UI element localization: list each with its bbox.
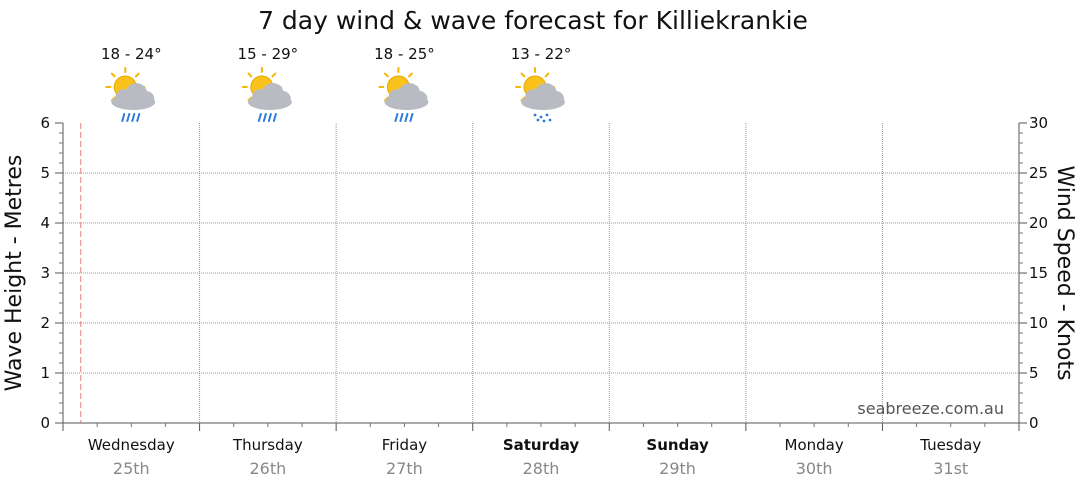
- sun-ray: [247, 72, 253, 78]
- cloud-puff: [411, 91, 428, 107]
- left-tick-label: 5: [40, 164, 50, 182]
- left-tick-label: 6: [40, 114, 50, 132]
- date-label: 25th: [113, 459, 150, 478]
- grid-lines: [63, 123, 1019, 423]
- rain-drop: [136, 113, 141, 122]
- day-label: Monday: [785, 436, 844, 454]
- rain-drop: [126, 113, 131, 122]
- drizzle-drop: [536, 118, 540, 122]
- date-label: 29th: [659, 459, 696, 478]
- right-tick-label: 30: [1029, 114, 1048, 132]
- sun-ray: [134, 72, 140, 78]
- day-label: Wednesday: [88, 436, 175, 454]
- rain-drop: [121, 113, 126, 122]
- sun-cloud-showers-icon: [515, 67, 565, 123]
- right-tick-label: 15: [1029, 264, 1048, 282]
- right-tick-label: 25: [1029, 164, 1048, 182]
- drizzle-drop: [533, 113, 537, 117]
- drizzle-drop: [542, 119, 546, 123]
- rain-drop: [262, 113, 267, 122]
- cloud-puff: [274, 91, 291, 107]
- chart-title: 7 day wind & wave forecast for Killiekra…: [258, 6, 808, 35]
- temperature-range: 15 - 29°: [238, 45, 299, 63]
- temperature-range: 13 - 22°: [511, 45, 572, 63]
- temperature-range: 18 - 24°: [101, 45, 162, 63]
- sun-ray: [544, 72, 550, 78]
- day-label: Thursday: [232, 436, 303, 454]
- left-axis: 0 1 2 3 4 5 6: [40, 114, 63, 432]
- right-axis: 0 5 10 15 20 25 30: [1019, 114, 1048, 432]
- date-label: 27th: [386, 459, 423, 478]
- temperature-range: 18 - 25°: [374, 45, 435, 63]
- sun-cloud-rain-icon: [241, 67, 292, 122]
- day-label: Saturday: [503, 436, 580, 454]
- rain-drop: [267, 113, 272, 122]
- cloud-puff: [138, 91, 155, 107]
- left-tick-label: 3: [40, 264, 50, 282]
- rain-drop: [394, 113, 399, 122]
- right-axis-title: Wind Speed - Knots: [1052, 165, 1077, 380]
- date-label: 28th: [523, 459, 560, 478]
- cloud-puff: [548, 91, 564, 107]
- date-label: 31st: [933, 459, 968, 478]
- date-label: 30th: [796, 459, 833, 478]
- x-axis: Wednesday 25th Thursday 26th Friday 27th Satur…: [62, 423, 1020, 478]
- sun-cloud-rain-icon: [105, 67, 156, 122]
- left-tick-label: 0: [40, 414, 50, 432]
- sun-ray: [383, 72, 389, 78]
- drizzle-drop: [548, 118, 552, 122]
- sun-ray: [110, 72, 116, 78]
- rain-drop: [404, 113, 409, 122]
- left-tick-label: 1: [40, 364, 50, 382]
- left-tick-label: 2: [40, 314, 50, 332]
- right-tick-label: 10: [1029, 314, 1048, 332]
- drizzle-drop: [539, 115, 543, 119]
- day-label: Sunday: [646, 436, 709, 454]
- rain-drop: [399, 113, 404, 122]
- rain-drop: [272, 113, 277, 122]
- drizzle-drop: [545, 113, 549, 117]
- sun-cloud-rain-icon: [378, 67, 429, 122]
- sun-ray: [408, 72, 413, 78]
- day-label: Tuesday: [919, 436, 981, 454]
- date-label: 26th: [249, 459, 286, 478]
- right-tick-label: 5: [1029, 364, 1039, 382]
- forecast-row: 18 - 24° 15 - 29° 18 - 25° 13 - 22°: [101, 45, 572, 123]
- rain-drop: [409, 113, 414, 122]
- left-tick-label: 4: [40, 214, 50, 232]
- sun-ray: [271, 72, 277, 78]
- rain-drop: [131, 113, 136, 122]
- sun-ray: [520, 72, 526, 78]
- rain-drop: [257, 113, 262, 122]
- watermark: seabreeze.com.au: [857, 399, 1004, 418]
- day-label: Friday: [382, 436, 428, 454]
- left-axis-title: Wave Height - Metres: [2, 155, 27, 392]
- right-tick-label: 0: [1029, 414, 1039, 432]
- right-tick-label: 20: [1029, 214, 1048, 232]
